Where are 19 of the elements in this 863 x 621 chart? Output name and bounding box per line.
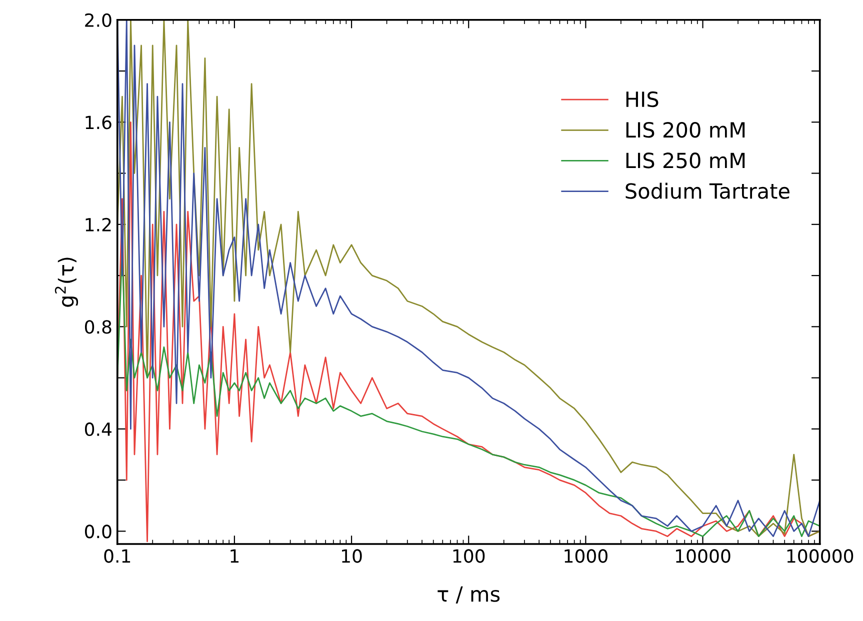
x-tick-label: 100000	[787, 549, 854, 563]
x-tick-label: 10	[342, 549, 362, 563]
x-axis-title: τ / ms	[438, 586, 500, 604]
legend-label: HIS	[626, 91, 658, 108]
legend-label: LIS 250 mM	[626, 152, 745, 168]
y-tick-label: 0.4	[84, 422, 112, 436]
y-tick-label: 2.0	[85, 13, 112, 27]
y-tick-label: 1.6	[86, 116, 112, 130]
legend-label: Sodium Tartrate	[626, 182, 790, 199]
y-tick-label: 1.2	[86, 218, 111, 232]
x-tick-label: 0.1	[104, 549, 130, 563]
x-tick-label: 10000	[676, 549, 730, 563]
y-tick-label: 0.8	[84, 320, 112, 334]
legend-label: LIS 200 mM	[626, 122, 745, 138]
y-tick-label: 0.0	[84, 524, 112, 538]
x-tick-label: 1	[230, 549, 239, 563]
y-axis-title: g$^{2}$(τ)	[54, 258, 78, 307]
x-tick-label: 100	[453, 549, 485, 563]
x-tick-label: 1000	[564, 549, 608, 563]
